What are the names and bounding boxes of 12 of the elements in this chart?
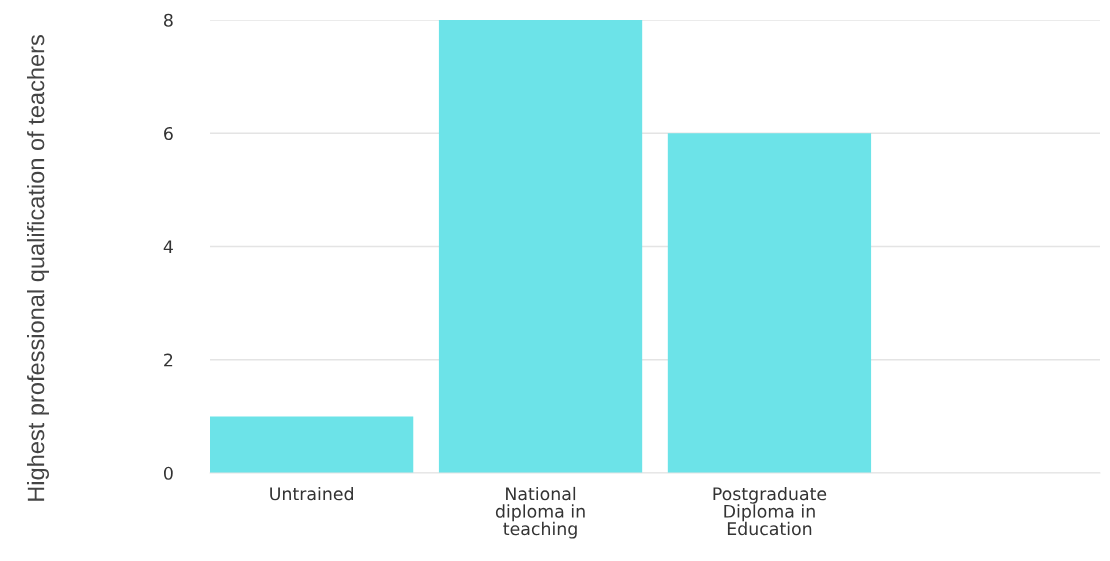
x-tick-label: Untrained: [270, 486, 353, 501]
x-tick-label: Postgraduate Diploma in Education: [713, 486, 827, 536]
y-tick-label: 6: [164, 126, 173, 141]
y-axis-title: Highest professional qualification of teachers: [27, 35, 50, 501]
bar: [210, 416, 414, 473]
y-tick-label: 0: [163, 466, 173, 480]
y-tick-label: 2: [164, 353, 173, 367]
y-tick-label: 4: [163, 240, 173, 254]
bar: [667, 133, 872, 473]
x-tick-label: National diploma in teaching: [495, 486, 585, 539]
bar: [438, 20, 643, 473]
y-tick-label: 8: [164, 13, 173, 27]
